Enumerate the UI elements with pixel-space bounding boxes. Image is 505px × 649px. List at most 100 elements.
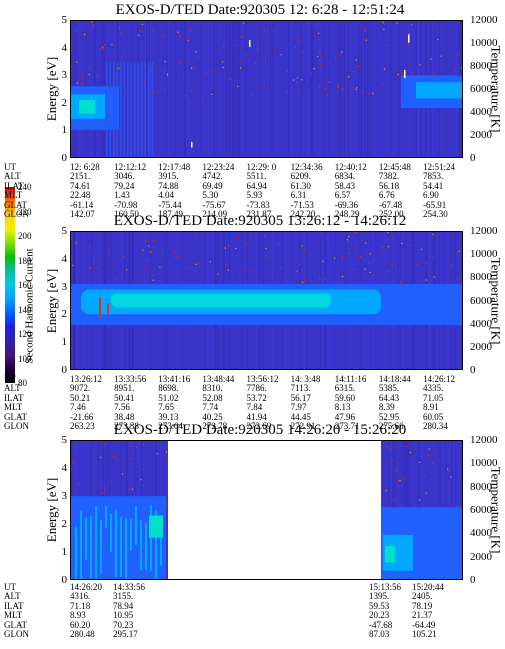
energy-tick-label: 1 (61, 124, 68, 137)
data-point (96, 75, 98, 77)
noise-stripe (398, 21, 400, 157)
temperature-tick-label: 10000 (470, 248, 498, 261)
ephemeris-value: 5.93 (246, 190, 263, 201)
data-point (118, 27, 120, 29)
ephemeris-key: ALT (4, 383, 21, 394)
ephemeris-key: MLT (4, 610, 23, 621)
ephemeris-value: 142.07 (70, 209, 95, 219)
noise-stripe (339, 21, 341, 157)
data-point (280, 54, 282, 56)
data-point (424, 476, 427, 478)
temperature-tick-label: 4000 (470, 106, 492, 118)
data-point (257, 49, 259, 51)
ephemeris-value: 22.48 (70, 190, 91, 201)
ephemeris-value: 54.41 (423, 180, 444, 191)
energy-tick-label: 2 (61, 518, 68, 530)
data-point (355, 59, 357, 61)
noise-stripe (319, 21, 321, 157)
data-point (405, 445, 408, 448)
ephemeris-value: 14:18:44 (378, 374, 411, 384)
data-point (369, 271, 371, 274)
data-point (205, 73, 207, 75)
ephemeris-value: 273.71 (334, 421, 360, 431)
data-point (265, 248, 267, 250)
data-point (346, 239, 349, 241)
data-point (338, 283, 340, 285)
data-point (302, 51, 304, 53)
ephemeris-value: 6209. (290, 171, 311, 182)
temperature-tick-label: 8000 (470, 271, 492, 284)
data-point (420, 248, 423, 250)
ephemeris-value: 295.17 (113, 629, 138, 639)
temperature-tick-label: 12000 (470, 434, 498, 446)
data-point (78, 483, 80, 485)
energy-tick-label: 3 (61, 69, 68, 82)
ephemeris-value: 44.45 (290, 411, 311, 422)
data-point (131, 488, 134, 490)
data-point (243, 268, 245, 270)
flux-streak (125, 518, 127, 579)
ephemeris-value: 41.94 (246, 411, 267, 422)
noise-stripe (226, 21, 228, 157)
ephemeris-value: 71.18 (70, 600, 91, 611)
spike (249, 40, 251, 47)
colorbar-tick-label: 100 (18, 353, 32, 364)
temperature-axis-label: Temperature [K] (488, 45, 504, 133)
data-point (197, 56, 199, 59)
noise-stripe (217, 21, 219, 157)
data-point (348, 252, 350, 255)
ephemeris-value: 8698. (158, 383, 179, 394)
noise-stripe (290, 21, 292, 157)
ephemeris-value: 52.08 (202, 392, 223, 403)
ephemeris-value: 50.21 (70, 392, 91, 403)
data-point (318, 277, 321, 279)
energy-tick-label: 1 (61, 336, 68, 349)
ephemeris-value: 273.04 (158, 421, 183, 431)
data-point (115, 278, 117, 280)
ephemeris-value: 8.13 (334, 402, 351, 413)
data-point (318, 51, 321, 53)
data-point (378, 36, 380, 38)
spectrogram-canvas (71, 441, 462, 579)
ephemeris-key: ILAT (4, 392, 24, 403)
data-point (113, 456, 116, 458)
data-point (388, 245, 390, 248)
data-point (425, 492, 427, 494)
energy-tick-label: 3 (61, 490, 68, 502)
data-point (419, 64, 421, 66)
data-point (355, 247, 358, 249)
data-point (115, 458, 117, 460)
ephemeris-value: 14:11:16 (334, 374, 367, 384)
ephemeris-value: 51.02 (158, 392, 179, 403)
data-point (385, 477, 387, 479)
data-point (93, 26, 95, 28)
ephemeris-value: 38.48 (114, 411, 135, 422)
data-point (388, 270, 390, 272)
data-point (327, 239, 329, 241)
data-point (433, 276, 435, 278)
noise-stripe (358, 21, 360, 157)
temperature-tick-label: 2000 (470, 550, 492, 563)
data-point (383, 68, 386, 70)
panel-1-spectrogram (70, 20, 463, 158)
ephemeris-key: UT (4, 374, 16, 384)
data-point (177, 31, 179, 33)
ephemeris-value: 105.21 (412, 629, 437, 639)
data-point (97, 266, 99, 268)
ephemeris-value: 61.30 (290, 180, 311, 191)
data-point (235, 247, 237, 250)
data-point (194, 234, 196, 236)
data-point (418, 461, 421, 463)
data-point (239, 67, 242, 69)
data-point (101, 47, 104, 49)
flux-streak (113, 61, 115, 157)
noise-stripe (354, 21, 356, 157)
ephemeris-value: 40.25 (202, 411, 223, 422)
noise-stripe (146, 21, 148, 157)
data-point (348, 235, 350, 238)
ephemeris-value: 1395. (369, 591, 390, 602)
ephemeris-value: -47.68 (369, 619, 393, 630)
energy-tick-label: 2 (61, 308, 68, 321)
noise-stripe (370, 21, 372, 157)
data-point (432, 462, 434, 464)
